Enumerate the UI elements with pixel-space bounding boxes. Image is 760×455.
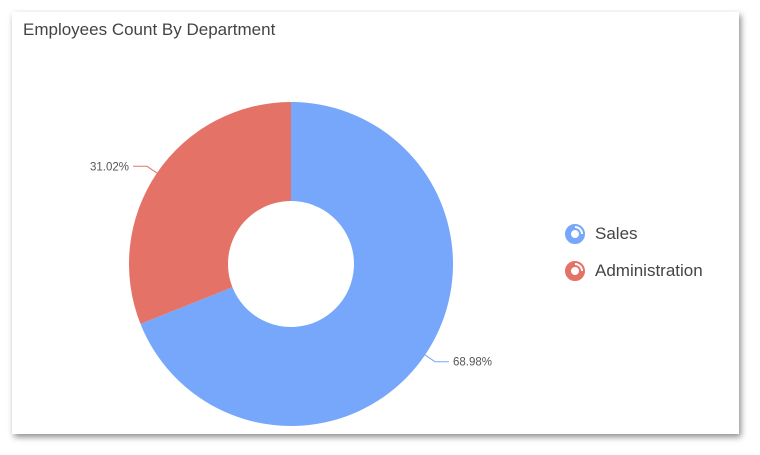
slice-labels: 68.98% 31.02% bbox=[90, 161, 492, 368]
chart-title: Employees Count By Department bbox=[23, 20, 276, 39]
legend: Sales Administration bbox=[565, 215, 703, 289]
chart-card: Employees Count By Department 68.98% 31.0… bbox=[12, 12, 739, 434]
legend-label-administration: Administration bbox=[595, 260, 703, 280]
legend-item-sales[interactable]: Sales bbox=[565, 215, 703, 252]
donut-slice-sales[interactable] bbox=[140, 102, 454, 427]
legend-label-sales: Sales bbox=[595, 223, 638, 243]
donut-slice-administration[interactable] bbox=[129, 102, 291, 324]
data-label-administration: 31.02% bbox=[90, 161, 129, 173]
donut-legend-icon bbox=[565, 223, 585, 244]
donut-chart: 68.98% 31.02% bbox=[90, 102, 492, 427]
data-label-sales: 68.98% bbox=[453, 357, 492, 369]
donut-slices bbox=[129, 102, 454, 427]
legend-item-administration[interactable]: Administration bbox=[565, 252, 703, 289]
leader-line-sales bbox=[424, 354, 449, 363]
leader-line-administration bbox=[133, 165, 158, 174]
donut-legend-icon bbox=[565, 260, 585, 281]
